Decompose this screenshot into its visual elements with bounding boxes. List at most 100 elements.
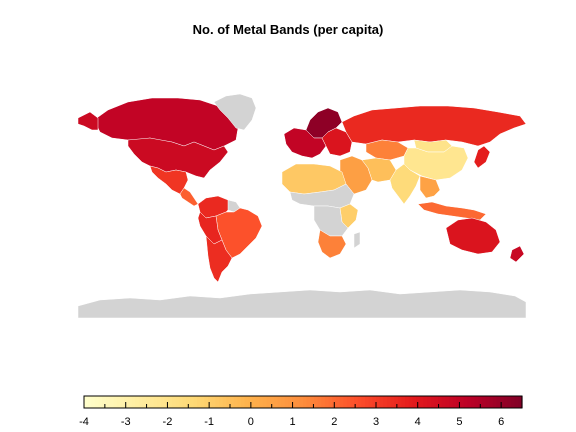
legend-swatch bbox=[372, 396, 377, 408]
legend-swatch bbox=[383, 396, 388, 408]
legend-tick-label: -3 bbox=[121, 416, 131, 428]
legend-swatch bbox=[164, 396, 169, 408]
legend-swatch bbox=[91, 396, 96, 408]
legend-swatch bbox=[328, 396, 333, 408]
legend-swatch bbox=[317, 396, 322, 408]
legend-ticks: -4 -3 -2 -1 0 1 2 3 4 5 6 bbox=[79, 402, 523, 428]
color-legend: -4 -3 -2 -1 0 1 2 3 4 5 6 bbox=[79, 395, 523, 428]
legend-swatch bbox=[343, 396, 348, 408]
legend-swatch bbox=[361, 396, 366, 408]
legend-swatch bbox=[310, 396, 315, 408]
legend-swatch bbox=[171, 396, 176, 408]
legend-swatch bbox=[288, 396, 293, 408]
region-china bbox=[403, 145, 469, 181]
map-title: No. of Metal Bands (per capita) bbox=[192, 22, 384, 37]
region-indonesia bbox=[417, 201, 487, 221]
region-antarctica bbox=[77, 289, 527, 319]
legend-swatch bbox=[98, 396, 103, 408]
legend-swatch bbox=[146, 396, 151, 408]
legend-swatch bbox=[419, 396, 425, 408]
legend-swatch bbox=[321, 396, 326, 408]
legend-swatch bbox=[270, 396, 275, 408]
legend-swatch bbox=[178, 396, 184, 408]
legend-swatch bbox=[299, 396, 304, 408]
legend-swatch bbox=[113, 396, 118, 408]
legend-swatch bbox=[324, 396, 330, 408]
legend-swatch bbox=[303, 396, 308, 408]
legend-swatch bbox=[138, 396, 143, 408]
legend-swatch bbox=[394, 396, 399, 408]
legend-tick-label: 6 bbox=[498, 416, 504, 428]
legend-swatch bbox=[357, 396, 362, 408]
legend-swatch bbox=[339, 396, 344, 408]
legend-swatch bbox=[463, 396, 468, 408]
region-argentina-chile bbox=[205, 235, 233, 283]
legend-swatch bbox=[277, 396, 282, 408]
legend-swatch bbox=[423, 396, 428, 408]
legend-swatch bbox=[386, 396, 392, 408]
legend-swatch bbox=[186, 396, 191, 408]
legend-tick-label: 1 bbox=[290, 416, 296, 428]
legend-swatch bbox=[259, 396, 264, 408]
legend-swatch bbox=[284, 396, 289, 408]
legend-tick-label: -1 bbox=[204, 416, 214, 428]
region-alaska bbox=[77, 111, 99, 131]
legend-swatch bbox=[456, 396, 461, 408]
legend-swatch bbox=[496, 396, 501, 408]
legend-swatch bbox=[266, 396, 271, 408]
legend-swatch bbox=[222, 396, 227, 408]
legend-swatch bbox=[346, 396, 352, 408]
legend-tick-label: -2 bbox=[163, 416, 173, 428]
legend-swatch bbox=[230, 396, 235, 408]
region-russia bbox=[341, 105, 527, 147]
legend-swatch bbox=[470, 396, 476, 408]
legend-swatch bbox=[397, 396, 403, 408]
legend-swatch bbox=[127, 396, 133, 408]
legend-swatch bbox=[175, 396, 180, 408]
legend-swatch bbox=[511, 396, 516, 408]
legend-tick-label: 2 bbox=[331, 416, 337, 428]
legend-swatch bbox=[503, 396, 508, 408]
legend-swatch bbox=[478, 396, 483, 408]
legend-swatch bbox=[153, 396, 158, 408]
legend-swatch bbox=[142, 396, 147, 408]
legend-swatch bbox=[313, 396, 319, 408]
legend-swatch bbox=[211, 396, 216, 408]
legend-swatch bbox=[500, 396, 505, 408]
legend-swatch bbox=[131, 396, 136, 408]
legend-swatch bbox=[438, 396, 443, 408]
legend-swatch bbox=[449, 396, 454, 408]
legend-swatch bbox=[208, 396, 213, 408]
legend-swatch bbox=[105, 396, 111, 408]
region-central-america bbox=[179, 187, 199, 207]
legend-swatch bbox=[244, 396, 249, 408]
legend-swatch bbox=[365, 396, 370, 408]
legend-swatch bbox=[492, 396, 498, 408]
legend-swatch bbox=[149, 396, 154, 408]
legend-tick-label: 3 bbox=[373, 416, 379, 428]
legend-swatch bbox=[489, 396, 494, 408]
region-eastern-europe bbox=[321, 127, 353, 157]
legend-swatch bbox=[226, 396, 231, 408]
region-india bbox=[389, 163, 421, 205]
region-new-zealand bbox=[509, 245, 525, 263]
legend-swatch bbox=[441, 396, 446, 408]
region-southeast-asia bbox=[419, 175, 441, 199]
legend-swatch bbox=[200, 396, 206, 408]
legend-swatch bbox=[193, 396, 198, 408]
legend-swatch bbox=[237, 396, 242, 408]
legend-swatch bbox=[262, 396, 268, 408]
legend-swatch bbox=[354, 396, 359, 408]
legend-swatch bbox=[430, 396, 435, 408]
legend-swatch bbox=[255, 396, 260, 408]
legend-swatch bbox=[240, 396, 246, 408]
legend-swatch bbox=[452, 396, 457, 408]
legend-swatch bbox=[189, 396, 195, 408]
legend-swatch bbox=[251, 396, 257, 408]
region-usa bbox=[127, 137, 229, 179]
legend-swatch bbox=[474, 396, 479, 408]
legend-swatch bbox=[167, 396, 173, 408]
legend-swatch bbox=[295, 396, 300, 408]
legend-swatch bbox=[350, 396, 355, 408]
legend-swatch bbox=[507, 396, 512, 408]
